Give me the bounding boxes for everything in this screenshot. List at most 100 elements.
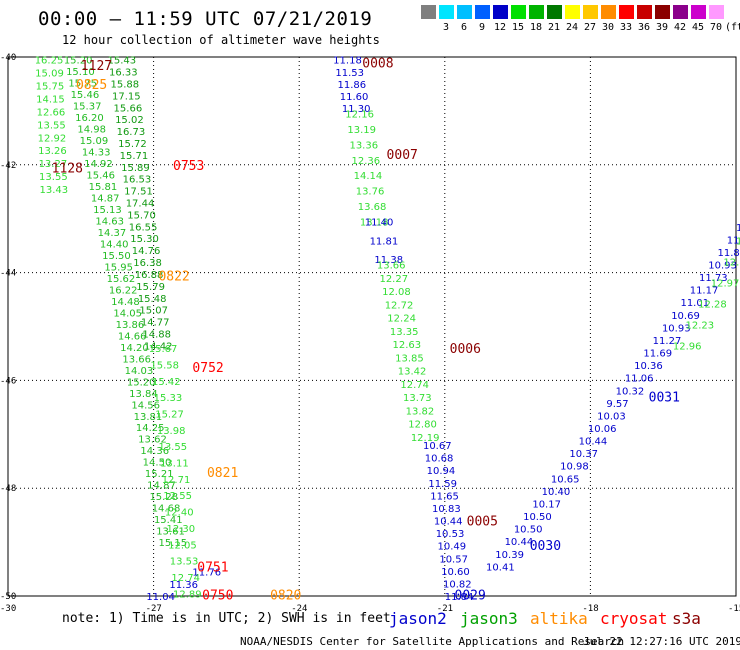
wave-height-value: 11.40	[365, 217, 394, 228]
wave-height-value: 15.21	[145, 469, 174, 480]
pass-time-label: 0029	[455, 588, 486, 603]
pass-time-label: 0820	[270, 588, 301, 603]
pass-time-label: 0030	[530, 539, 561, 554]
lat-tick-label: -50	[0, 592, 16, 602]
scale-swatch	[655, 5, 670, 19]
wave-height-value: 15.30	[130, 234, 159, 245]
map-border	[7, 56, 737, 597]
wave-height-value: 13.27	[39, 159, 68, 170]
wave-height-value: 13.85	[395, 353, 424, 364]
wave-height-value: 16.38	[133, 258, 162, 269]
wave-height-value: 14.98	[77, 125, 106, 136]
wave-height-value: 10.82	[443, 579, 472, 590]
scale-label: 70	[709, 22, 723, 33]
wave-height-value: 11.27	[653, 336, 682, 347]
wave-height-value: 15.89	[121, 163, 150, 174]
pass-time-label: 0008	[362, 56, 393, 71]
wave-height-value: 15.07	[139, 306, 168, 317]
wave-height-value: 13.66	[377, 261, 406, 272]
lat-tick-label: -42	[0, 161, 16, 171]
wave-height-value: 16.33	[109, 68, 138, 79]
wave-height-value: 12.80	[723, 257, 740, 268]
wave-height-value: 12.05	[168, 540, 197, 551]
wave-height-value: 10.50	[523, 512, 552, 523]
wave-height-value: 13.11	[160, 459, 189, 470]
wave-height-value: 11.04	[146, 592, 175, 603]
wave-height-value: 11.73	[699, 273, 728, 284]
wave-height-value: 12.74	[400, 380, 429, 391]
footer-note: note: 1) Time is in UTC; 2) SWH is in fe…	[62, 611, 391, 626]
wave-height-value: 16.25	[35, 56, 64, 67]
wave-height-value: 15.95	[104, 262, 133, 273]
wave-height-value: 10.93	[708, 261, 737, 272]
scale-label: 24	[565, 22, 579, 33]
wave-height-value: 13.66	[122, 354, 151, 365]
wave-height-value: 15.09	[80, 136, 109, 147]
wave-height-value: 15.43	[107, 56, 136, 67]
wave-height-value: 14.87	[147, 481, 176, 492]
wave-height-value: 10.39	[495, 550, 524, 561]
scale-label: 15	[511, 22, 525, 33]
wave-height-value: 10.68	[425, 454, 454, 465]
wave-height-value: 14.25	[136, 423, 165, 434]
wave-height-value: 15.46	[71, 90, 100, 101]
wave-height-value: 10.93	[662, 323, 691, 334]
pass-time-label: 0750	[202, 588, 233, 603]
wave-height-value: 15.79	[136, 282, 165, 293]
wave-height-value: 10.06	[588, 424, 617, 435]
wave-height-value: 14.14	[354, 171, 383, 182]
wave-height-value: 13.55	[39, 172, 68, 183]
wave-height-value: 15.02	[115, 115, 144, 126]
mission-jason2: jason2	[389, 609, 447, 628]
wave-height-value: 11.76	[192, 568, 221, 579]
track-jason3-south: 15.67 15.58 15.42 15.33 15.27 13.98 13.55 13.11…	[149, 344, 202, 600]
mission-altika: altika	[530, 609, 588, 628]
wave-height-value: 12.97	[711, 278, 740, 289]
wave-height-value: 12.28	[698, 299, 727, 310]
page-subtitle: 12 hour collection of altimeter wave hei…	[62, 33, 380, 47]
wave-height-value: 15.09	[35, 69, 64, 80]
mission-s3a: s3a	[672, 609, 701, 628]
wave-height-value: 11.38	[727, 235, 740, 246]
wave-height-value: 10.41	[486, 562, 515, 573]
track-jason3-mid: 15.2015.1015.7515.4615.3716.2014.9815.09…	[64, 56, 187, 549]
scale-swatch	[673, 5, 688, 19]
wave-height-value: 11.36	[169, 580, 198, 591]
scale-label: 21	[547, 22, 561, 33]
wave-height-value: 15.28	[149, 492, 178, 503]
wave-height-value: 16.73	[117, 127, 146, 138]
wave-height-value: 14.68	[152, 504, 181, 515]
pass-time-label: 0821	[207, 466, 238, 481]
wave-height-value: 13.62	[138, 435, 167, 446]
wave-height-value: 15.37	[73, 102, 102, 113]
wave-height-value: 14.05	[113, 308, 142, 319]
track-jason3-w-north: 12.16 13.19 13.36 12.36 14.14 13.76 13.68 13.18	[345, 110, 388, 229]
scale-label: 36	[637, 22, 651, 33]
track-jason3-east: 15.4316.3315.8817.1515.6615.0216.7315.72…	[107, 56, 172, 353]
scale-label: 45	[691, 22, 705, 33]
wave-height-value: 12.36	[352, 156, 381, 167]
wave-height-value: 11.86	[338, 80, 367, 91]
wave-height-value: 15.71	[120, 151, 149, 162]
wave-height-value: 14.77	[141, 318, 170, 329]
page-title: 00:00 – 11:59 UTC 07/21/2019	[38, 8, 373, 30]
wave-height-value: 13.82	[406, 406, 435, 417]
scale-swatch	[529, 5, 544, 19]
wave-height-value: 13.42	[398, 367, 427, 378]
track-jason2-e-diag: 10.4110.3910.4410.5010.5010.1710.4010.65…	[486, 223, 740, 574]
wave-height-value: 13.53	[170, 557, 199, 568]
wave-height-value: 13.19	[347, 125, 376, 136]
wave-height-value: 10.03	[597, 411, 626, 422]
wave-height-value: 15.42	[152, 377, 181, 388]
pass-time-label: 0006	[450, 342, 481, 357]
wave-height-value: 15.88	[111, 80, 140, 91]
wave-height-value: 13.43	[40, 185, 69, 196]
scale-swatch	[565, 5, 580, 19]
wave-height-value: 14.36	[140, 446, 169, 457]
scale-label: 27	[583, 22, 597, 33]
scale-swatch	[583, 5, 598, 19]
wave-height-value: 12.96	[673, 341, 702, 352]
wave-height-value: 10.44	[505, 537, 534, 548]
